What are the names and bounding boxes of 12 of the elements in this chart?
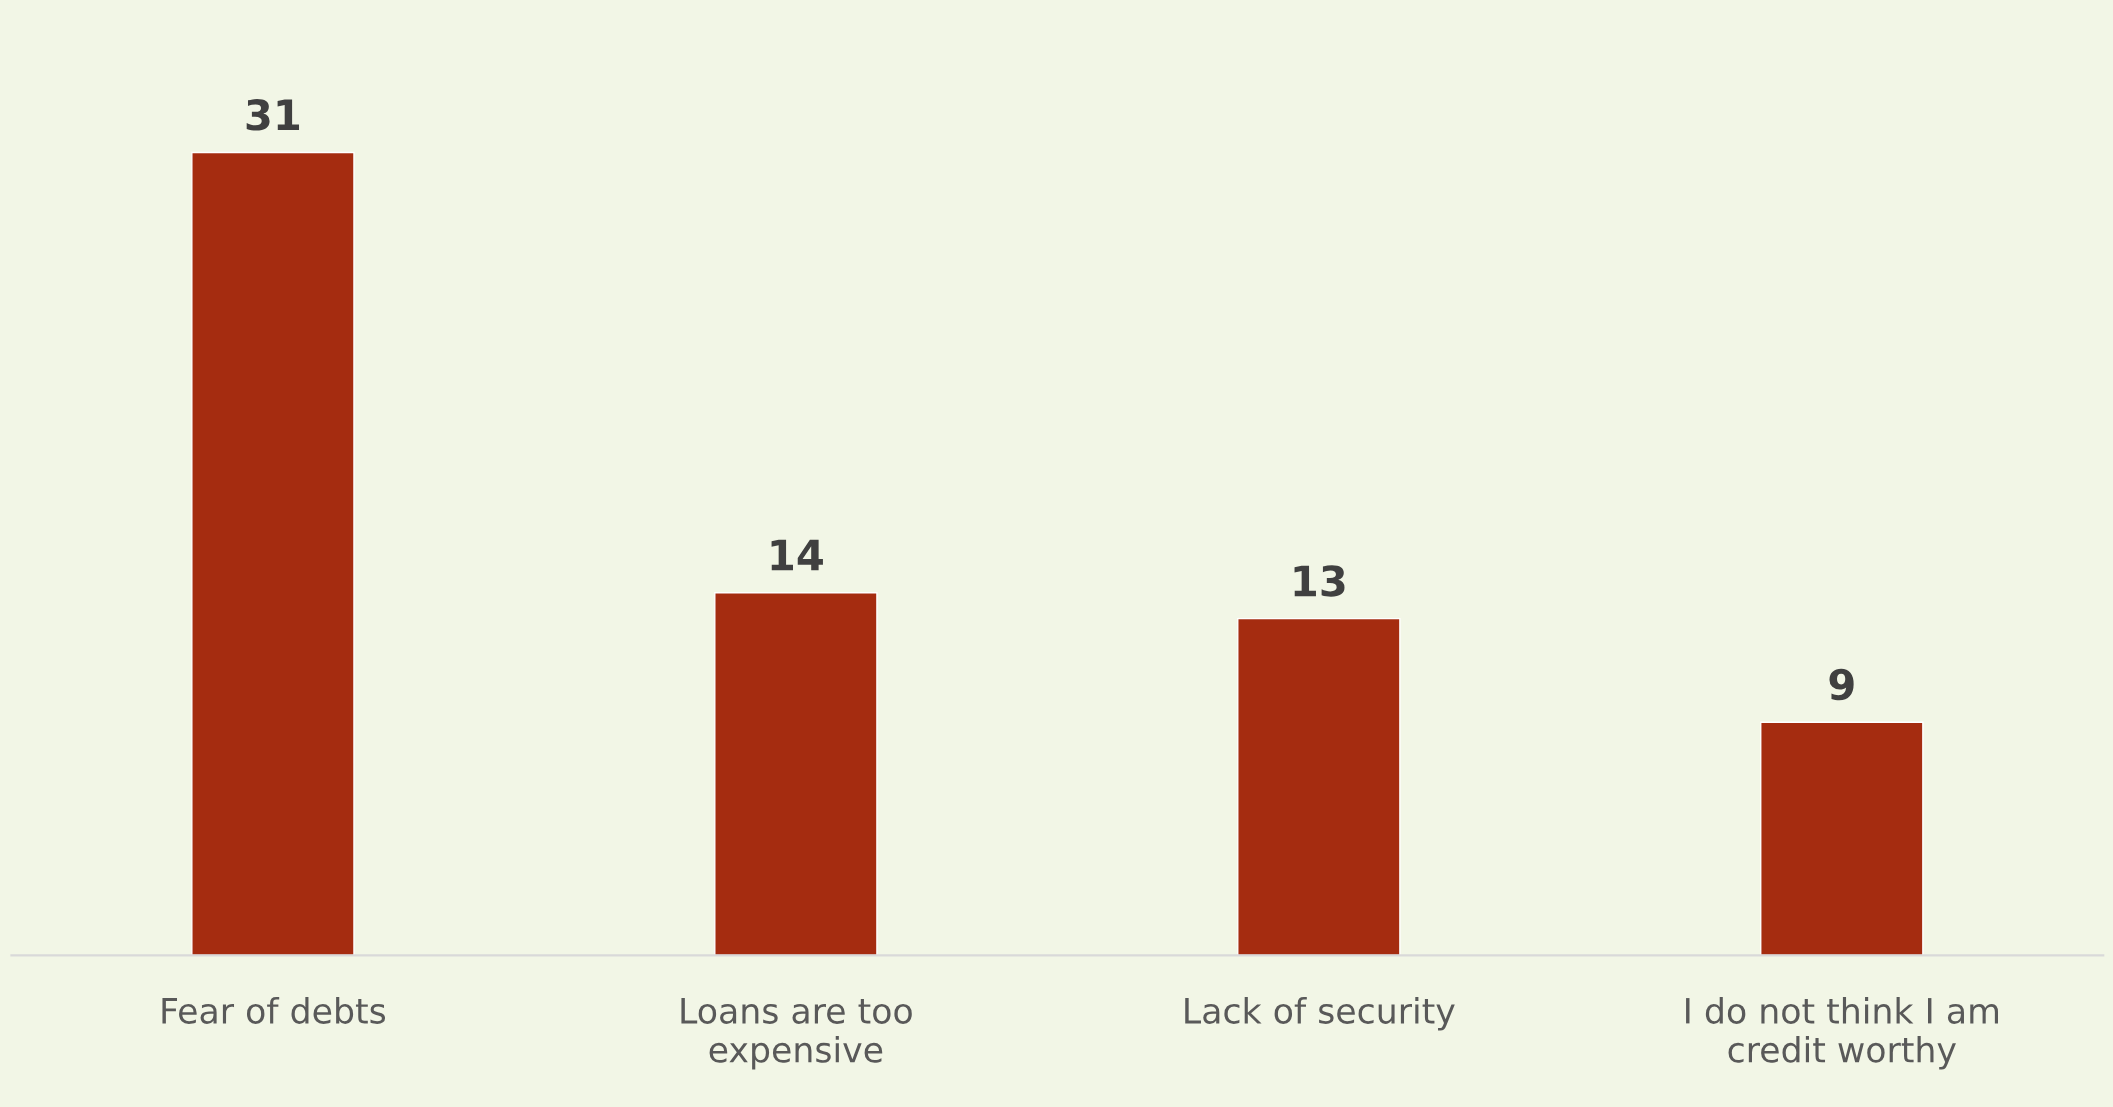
x-tick-label: I do not think I am credit worthy bbox=[1686, 997, 1998, 1070]
bar bbox=[1237, 617, 1401, 956]
x-tick-label: Lack of security bbox=[1185, 997, 1455, 1031]
x-tick-label: Fear of debts bbox=[162, 997, 386, 1024]
bar bbox=[714, 592, 878, 956]
data-label: 14 bbox=[771, 539, 823, 571]
data-label: 31 bbox=[246, 99, 300, 131]
data-label: 9 bbox=[1829, 668, 1854, 701]
x-tick-label: Loans are too expensive bbox=[681, 998, 912, 1070]
bar bbox=[1760, 721, 1924, 956]
data-label: 13 bbox=[1294, 565, 1345, 597]
bar bbox=[191, 151, 355, 956]
